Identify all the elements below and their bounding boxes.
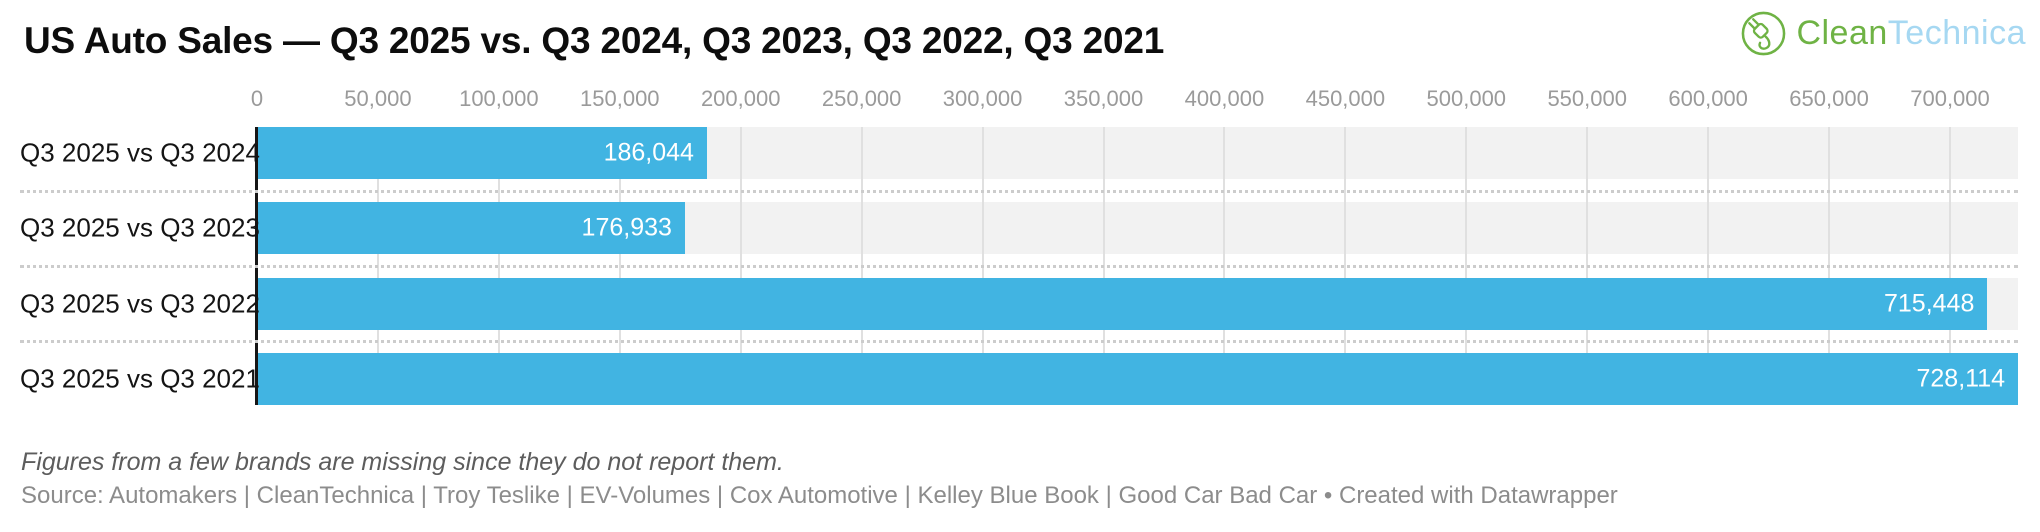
axis-tick-label: 600,000 [1668,86,1748,111]
bar: 176,933 [257,202,685,255]
page-title: US Auto Sales — Q3 2025 vs. Q3 2024, Q3 … [24,20,1165,61]
axis-tick-label: 700,000 [1910,86,1990,111]
axis-tick-label: 400,000 [1184,86,1265,111]
x-axis: 0 50,000 100,000 150,000 200,000 250,000 300,0… [251,84,2018,114]
row-label: Q3 2025 vs Q3 2023 [20,212,260,243]
chart-footnote: Figures from a few brands are missing si… [21,448,784,476]
logo-text-technica: Technica [1887,14,2026,52]
row-label: Q3 2025 vs Q3 2022 [20,288,260,319]
axis-tick-label: 350,000 [1063,86,1144,111]
axis-tick-label: 200,000 [700,86,781,111]
bar-value-label: 728,114 [1916,364,2005,393]
axis-tick-label: 100,000 [459,86,539,111]
bar-value-label: 715,448 [1883,289,1975,318]
axis-tick-label: 300,000 [942,86,1023,111]
bar-chart-plot-area: 186,044 176,933 715,448 728,114 [255,127,2018,405]
axis-tick-label: 550,000 [1547,86,1627,111]
bar-value-label: 176,933 [581,213,672,242]
axis-tick-label: 650,000 [1789,86,1869,111]
axis-tick-label: 150,000 [580,86,660,111]
bar-value-label: 186,044 [603,138,694,167]
logo-wordmark: CleanTechnica [1796,14,2026,53]
row-label: Q3 2025 vs Q3 2021 [20,363,260,394]
bar: 186,044 [257,127,707,179]
category-labels: Q3 2025 vs Q3 2024 Q3 2025 vs Q3 2023 Q3 2… [20,127,260,405]
bar: 715,448 [257,277,1988,330]
row-label: Q3 2025 vs Q3 2024 [20,137,260,168]
axis-tick-label: 0 [250,86,264,111]
cleantechnica-plug-icon [1740,10,1787,57]
axis-tick-label: 450,000 [1305,86,1386,111]
axis-tick-label: 500,000 [1426,86,1507,111]
source-line: Source: Automakers | CleanTechnica | Tro… [21,482,1618,509]
axis-tick-label: 50,000 [344,86,412,111]
logo-text-clean: Clean [1796,14,1888,52]
bar: 728,114 [257,353,2018,405]
axis-tick-label: 250,000 [821,86,902,111]
cleantechnica-logo: CleanTechnica [1740,10,2026,57]
